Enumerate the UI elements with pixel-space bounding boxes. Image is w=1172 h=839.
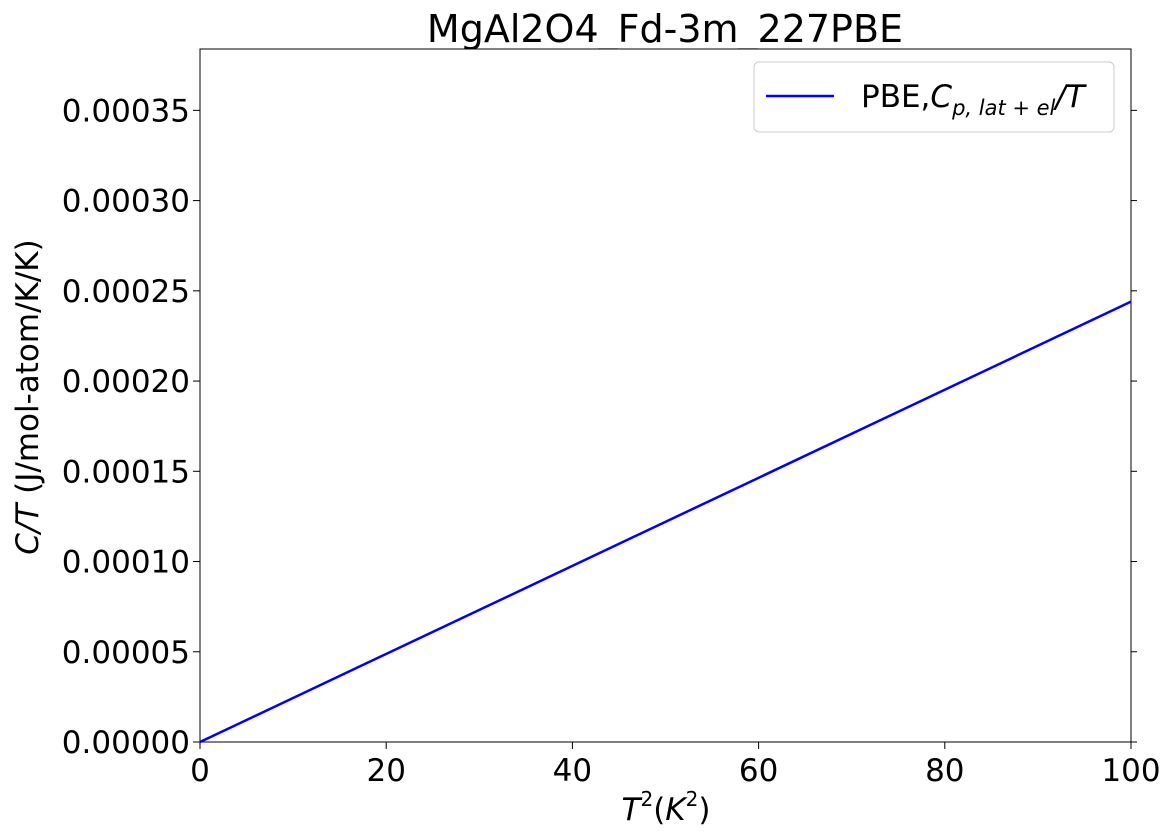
x-axis-label: T2(K2) — [622, 787, 711, 828]
legend-label-subscript: p, lat + el — [951, 96, 1055, 120]
y-tick-label: 0.00030 — [62, 184, 190, 220]
y-tick-label: 0.00020 — [62, 364, 190, 400]
legend: PBE,Cp, lat + el/T — [753, 61, 1115, 133]
plot-area — [199, 48, 1132, 743]
series-layer — [199, 300, 1132, 744]
legend-label-symbol: C — [930, 79, 952, 115]
y-tick-label: 0.00035 — [62, 93, 190, 129]
x-axis-ticks: 0 20 40 60 80 100 — [190, 742, 1161, 789]
y-axis-label: C/T (J/mol-atom/K/K) — [10, 239, 46, 555]
x-tick-label: 0 — [190, 753, 210, 789]
y-tick-label: 0.00025 — [62, 274, 190, 310]
y-tick-label: 0.00010 — [62, 545, 190, 581]
chart-title: MgAl2O4_Fd-3m_227PBE — [427, 7, 903, 51]
legend-label-suffix: /T — [1052, 79, 1086, 115]
x-axis-label-paren-open: ( — [653, 792, 665, 828]
x-tick-label: 20 — [366, 753, 405, 789]
y-tick-label: 0.00000 — [62, 725, 190, 761]
x-axis-label-unit-exponent: 2 — [686, 787, 699, 811]
x-tick-label: 100 — [1101, 753, 1160, 789]
x-axis-label-var-exponent: 2 — [640, 787, 653, 811]
y-axis-ticks: 0.00000 0.00005 0.00010 0.00015 0.00020 0.000… — [62, 93, 1137, 761]
x-axis-label-var: T — [622, 792, 643, 828]
legend-box — [753, 61, 1115, 133]
y-tick-label: 0.00005 — [62, 635, 190, 671]
x-tick-label: 80 — [925, 753, 964, 789]
legend-label: PBE,Cp, lat + el/T — [861, 79, 1087, 120]
x-axis-label-paren-close: ) — [698, 792, 710, 828]
y-axis-label-units: (J/mol-atom/K/K) — [10, 239, 46, 503]
x-axis-label-unit: K — [665, 792, 688, 828]
x-tick-label: 40 — [553, 753, 592, 789]
y-axis-label-quantity: C/T — [10, 502, 46, 555]
series-line — [199, 300, 1132, 744]
x-tick-label: 60 — [739, 753, 778, 789]
legend-label-prefix: PBE, — [861, 79, 930, 115]
y-tick-label: 0.00015 — [62, 454, 190, 490]
